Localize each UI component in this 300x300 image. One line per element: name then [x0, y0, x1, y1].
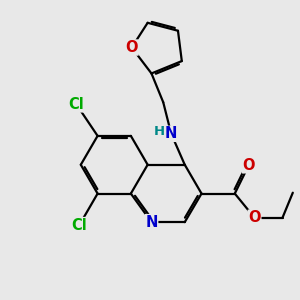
Text: O: O	[248, 210, 261, 225]
Text: O: O	[242, 158, 255, 173]
Text: H: H	[153, 125, 164, 138]
Text: Cl: Cl	[68, 97, 84, 112]
Text: Cl: Cl	[71, 218, 87, 232]
Text: O: O	[125, 40, 138, 55]
Text: N: N	[145, 214, 158, 230]
Text: N: N	[165, 126, 177, 141]
